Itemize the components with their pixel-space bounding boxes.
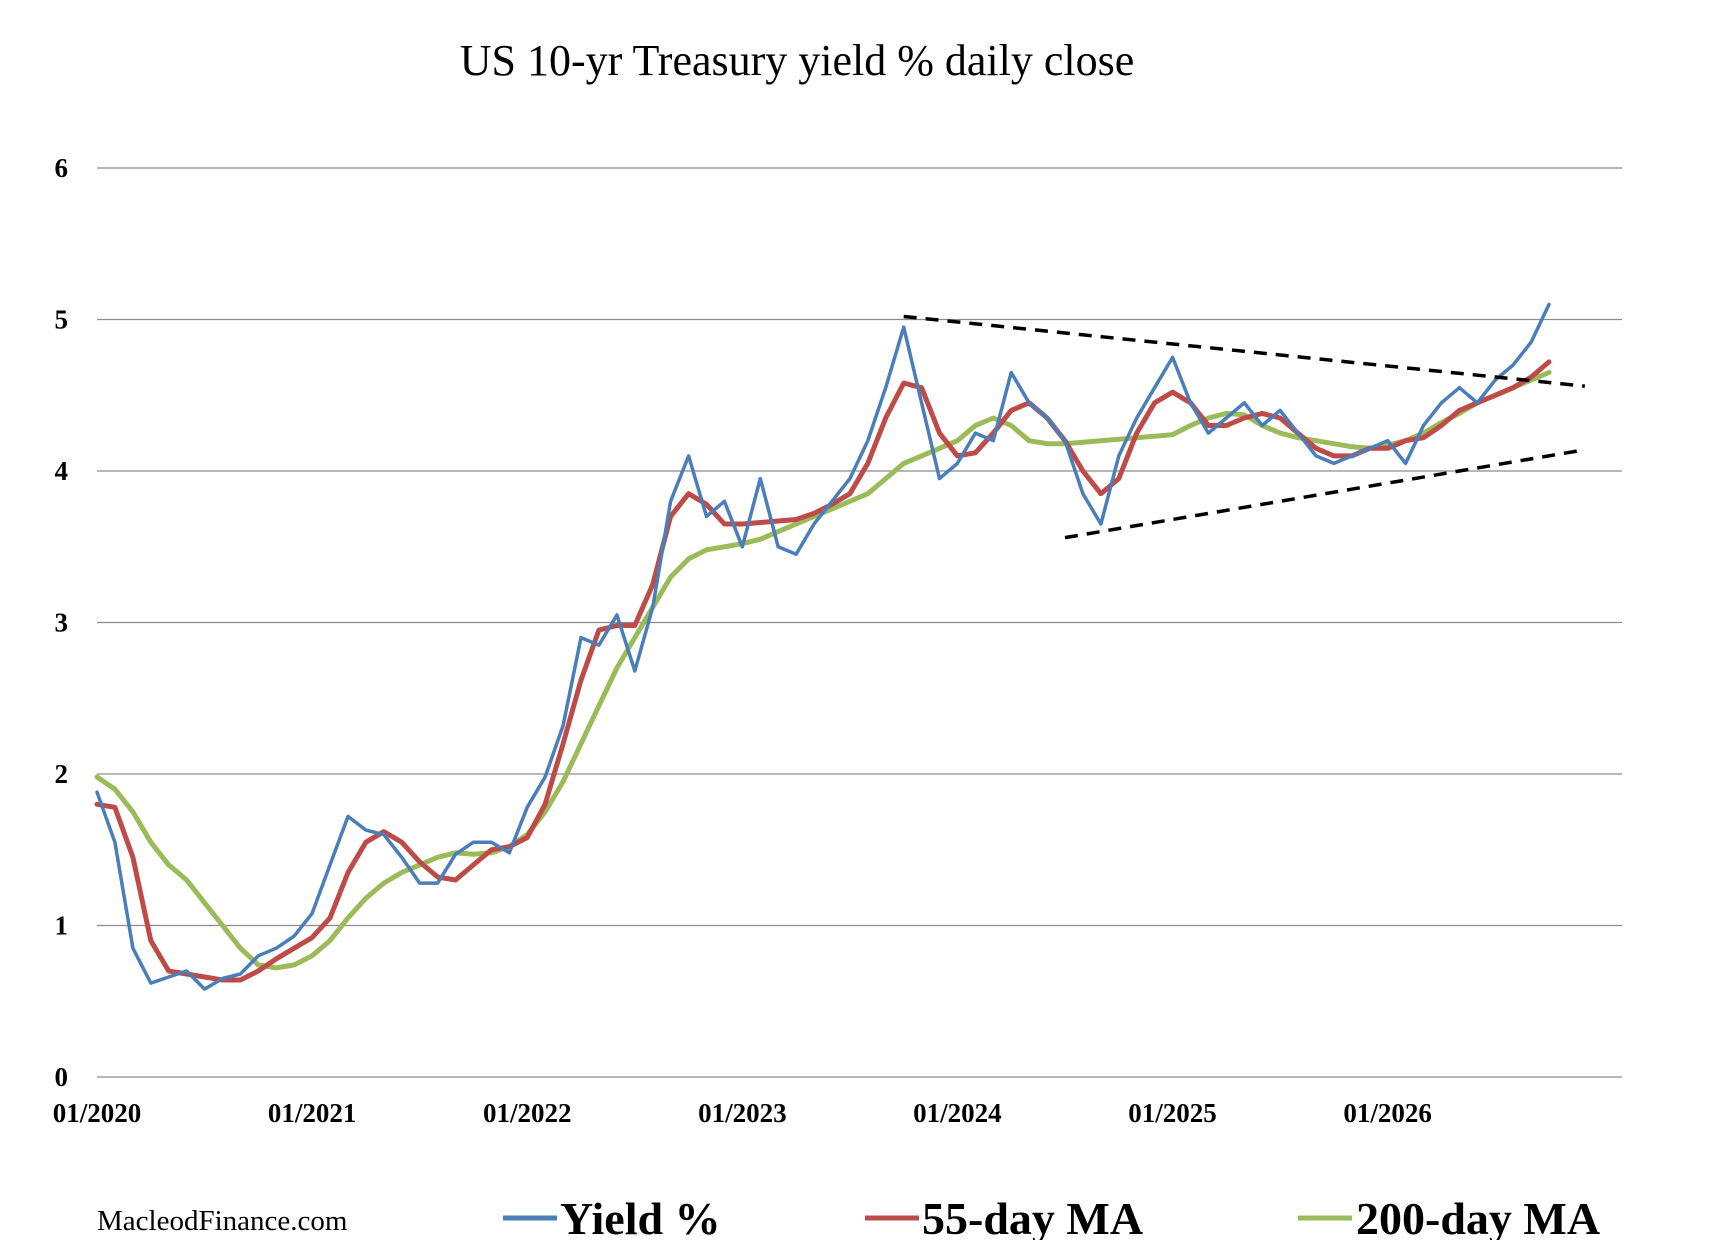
- x-tick-label: 01/2020: [53, 1098, 142, 1128]
- x-tick-label: 01/2021: [268, 1098, 357, 1128]
- y-tick-label: 5: [55, 305, 69, 335]
- gridlines: [97, 167, 1622, 1078]
- y-tick-label: 3: [55, 608, 69, 638]
- y-tick-labels: 0 1 2 3 4 5 6: [55, 153, 69, 1092]
- trendline-lower: [1064, 448, 1586, 540]
- series-line-yield: [95, 302, 1551, 991]
- trendlines: [903, 314, 1586, 540]
- source-label: MacleodFinance.com: [97, 1205, 348, 1237]
- y-tick-label: 0: [55, 1062, 69, 1092]
- x-tick-label: 01/2026: [1343, 1098, 1432, 1128]
- series-lines: [94, 302, 1552, 991]
- x-tick-label: 01/2023: [698, 1098, 787, 1128]
- x-tick-label: 01/2025: [1128, 1098, 1217, 1128]
- y-tick-label: 6: [55, 153, 69, 183]
- x-tick-label: 01/2022: [483, 1098, 572, 1128]
- legend-label-200-day-ma: 200-day MA: [1356, 1193, 1600, 1240]
- chart-title: US 10-yr Treasury yield % daily close: [460, 36, 1135, 85]
- y-tick-label: 4: [55, 456, 69, 486]
- x-tick-label: 01/2024: [913, 1098, 1002, 1128]
- y-tick-label: 2: [55, 759, 69, 789]
- series-line-55-day-ma: [94, 359, 1552, 983]
- x-tick-labels: 01/2020 01/2021 01/2022 01/2023 01/2024 01/20…: [53, 1098, 1432, 1128]
- legend-label-55-day-ma: 55-day MA: [922, 1193, 1143, 1240]
- trendline-upper: [903, 314, 1586, 388]
- legend-label-yield: Yield %: [560, 1193, 721, 1240]
- y-tick-label: 1: [55, 911, 69, 941]
- legend: Yield % 55-day MA 200-day MA: [503, 1193, 1600, 1240]
